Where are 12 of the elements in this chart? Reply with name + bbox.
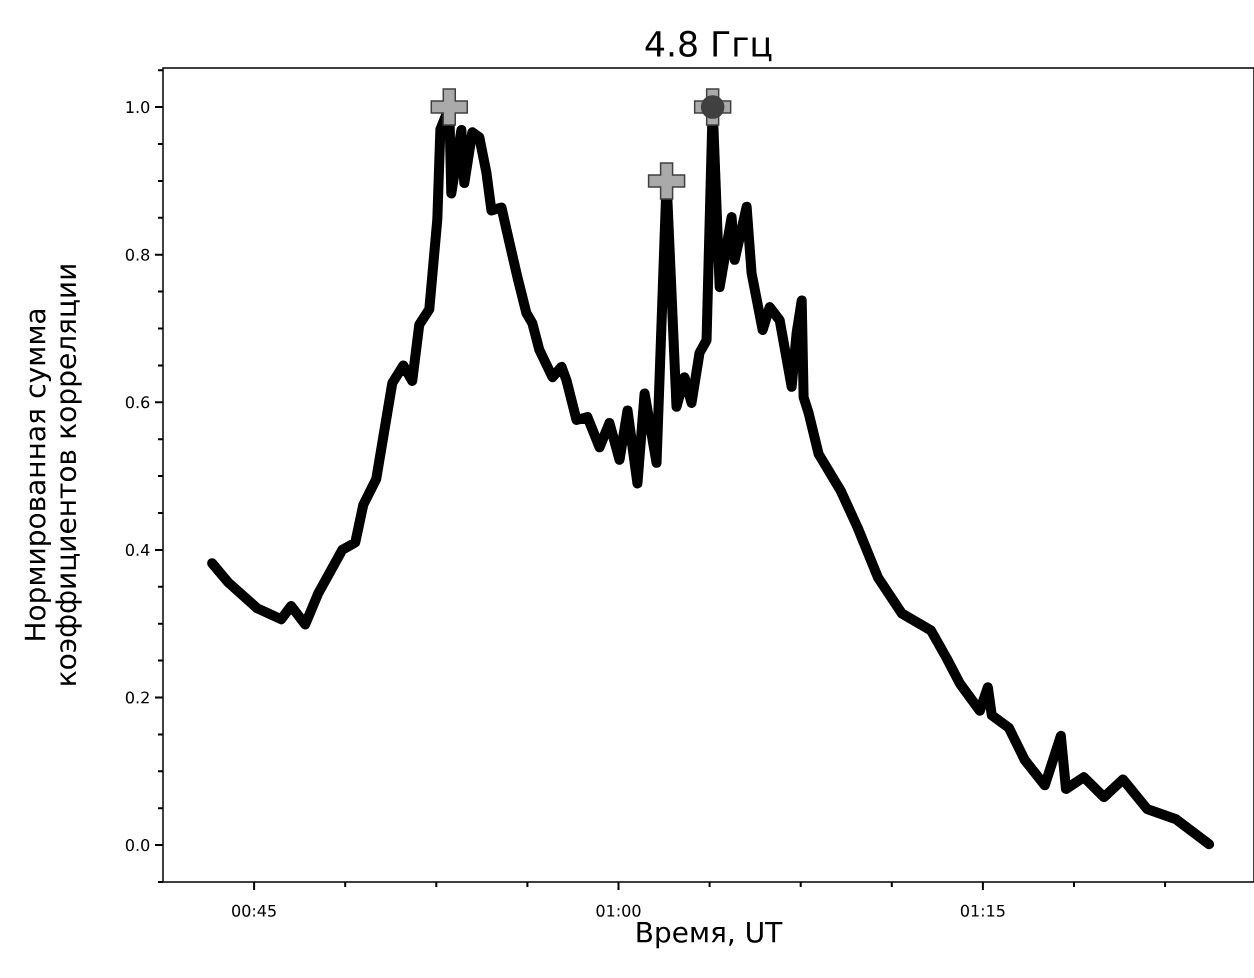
chart-title: 4.8 Ггц [645, 30, 772, 62]
y-tick-label: 0.0 [125, 839, 150, 852]
y-axis-title: Нормированная сумма коэффициентов корреляции [24, 265, 82, 685]
y-tick-label: 0.8 [125, 248, 150, 261]
x-tick-label: 01:15 [960, 904, 1005, 917]
y-tick-label: 0.2 [125, 691, 149, 704]
y-tick-label: 0.6 [125, 396, 150, 409]
x-axis-title: Время, UT [637, 921, 783, 949]
y-tick-label: 0.4 [125, 543, 150, 556]
x-tick-label: 01:00 [596, 904, 641, 917]
x-tick-label: 00:45 [232, 904, 276, 917]
y-tick-label: 1.0 [126, 101, 150, 114]
